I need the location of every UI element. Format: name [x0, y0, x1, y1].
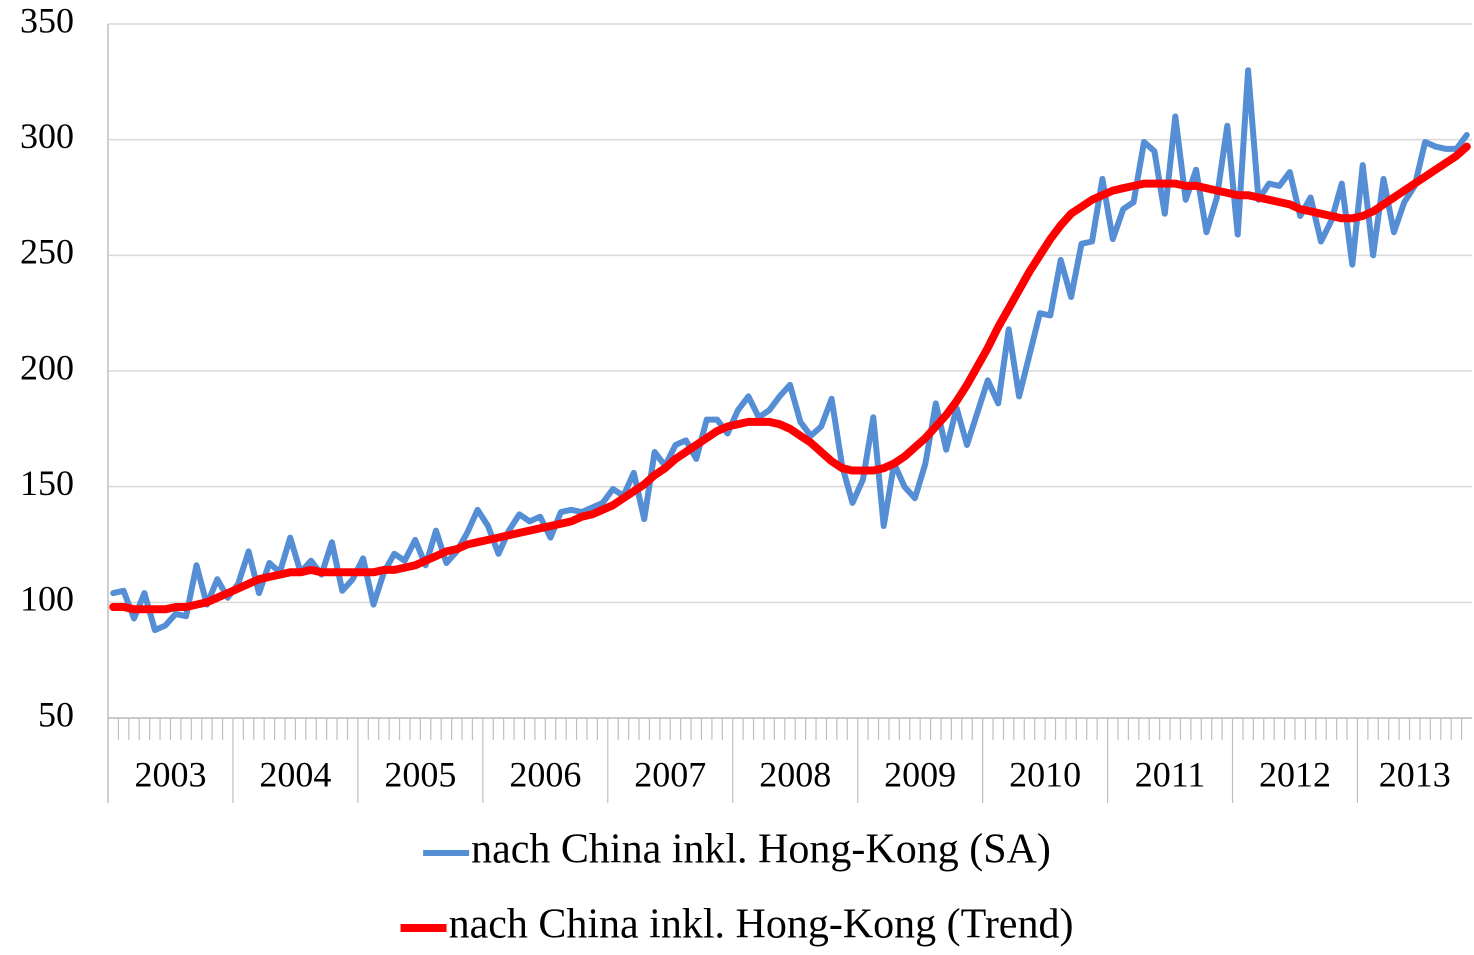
y-tick-label: 300	[20, 116, 74, 156]
y-tick-label: 350	[20, 0, 74, 40]
x-tick-label: 2007	[634, 754, 706, 794]
legend-label: nach China inkl. Hong-Kong (SA)	[471, 827, 1051, 873]
x-tick-label: 2012	[1259, 754, 1331, 794]
series-line	[109, 142, 1471, 614]
x-tick-label: 2011	[1135, 754, 1206, 794]
x-tick-label: 2003	[134, 754, 206, 794]
series-line	[110, 67, 1470, 634]
x-tick-label: 2010	[1009, 754, 1081, 794]
y-tick-label: 150	[20, 463, 74, 503]
x-tick-label: 2008	[759, 754, 831, 794]
y-tick-label: 50	[38, 694, 74, 734]
x-tick-label: 2005	[384, 754, 456, 794]
y-tick-label: 200	[20, 347, 74, 387]
legend: nach China inkl. Hong-Kong (SA) nach Chin…	[400, 827, 1074, 948]
x-tick-label: 2006	[509, 754, 581, 794]
x-tick-label: 2009	[884, 754, 956, 794]
y-tick-label: 100	[20, 579, 74, 619]
x-tick-label: 2013	[1379, 754, 1451, 794]
x-tick-label: 2004	[259, 754, 331, 794]
y-tick-label: 250	[20, 232, 74, 272]
legend-label: nach China inkl. Hong-Kong (Trend)	[449, 902, 1074, 948]
